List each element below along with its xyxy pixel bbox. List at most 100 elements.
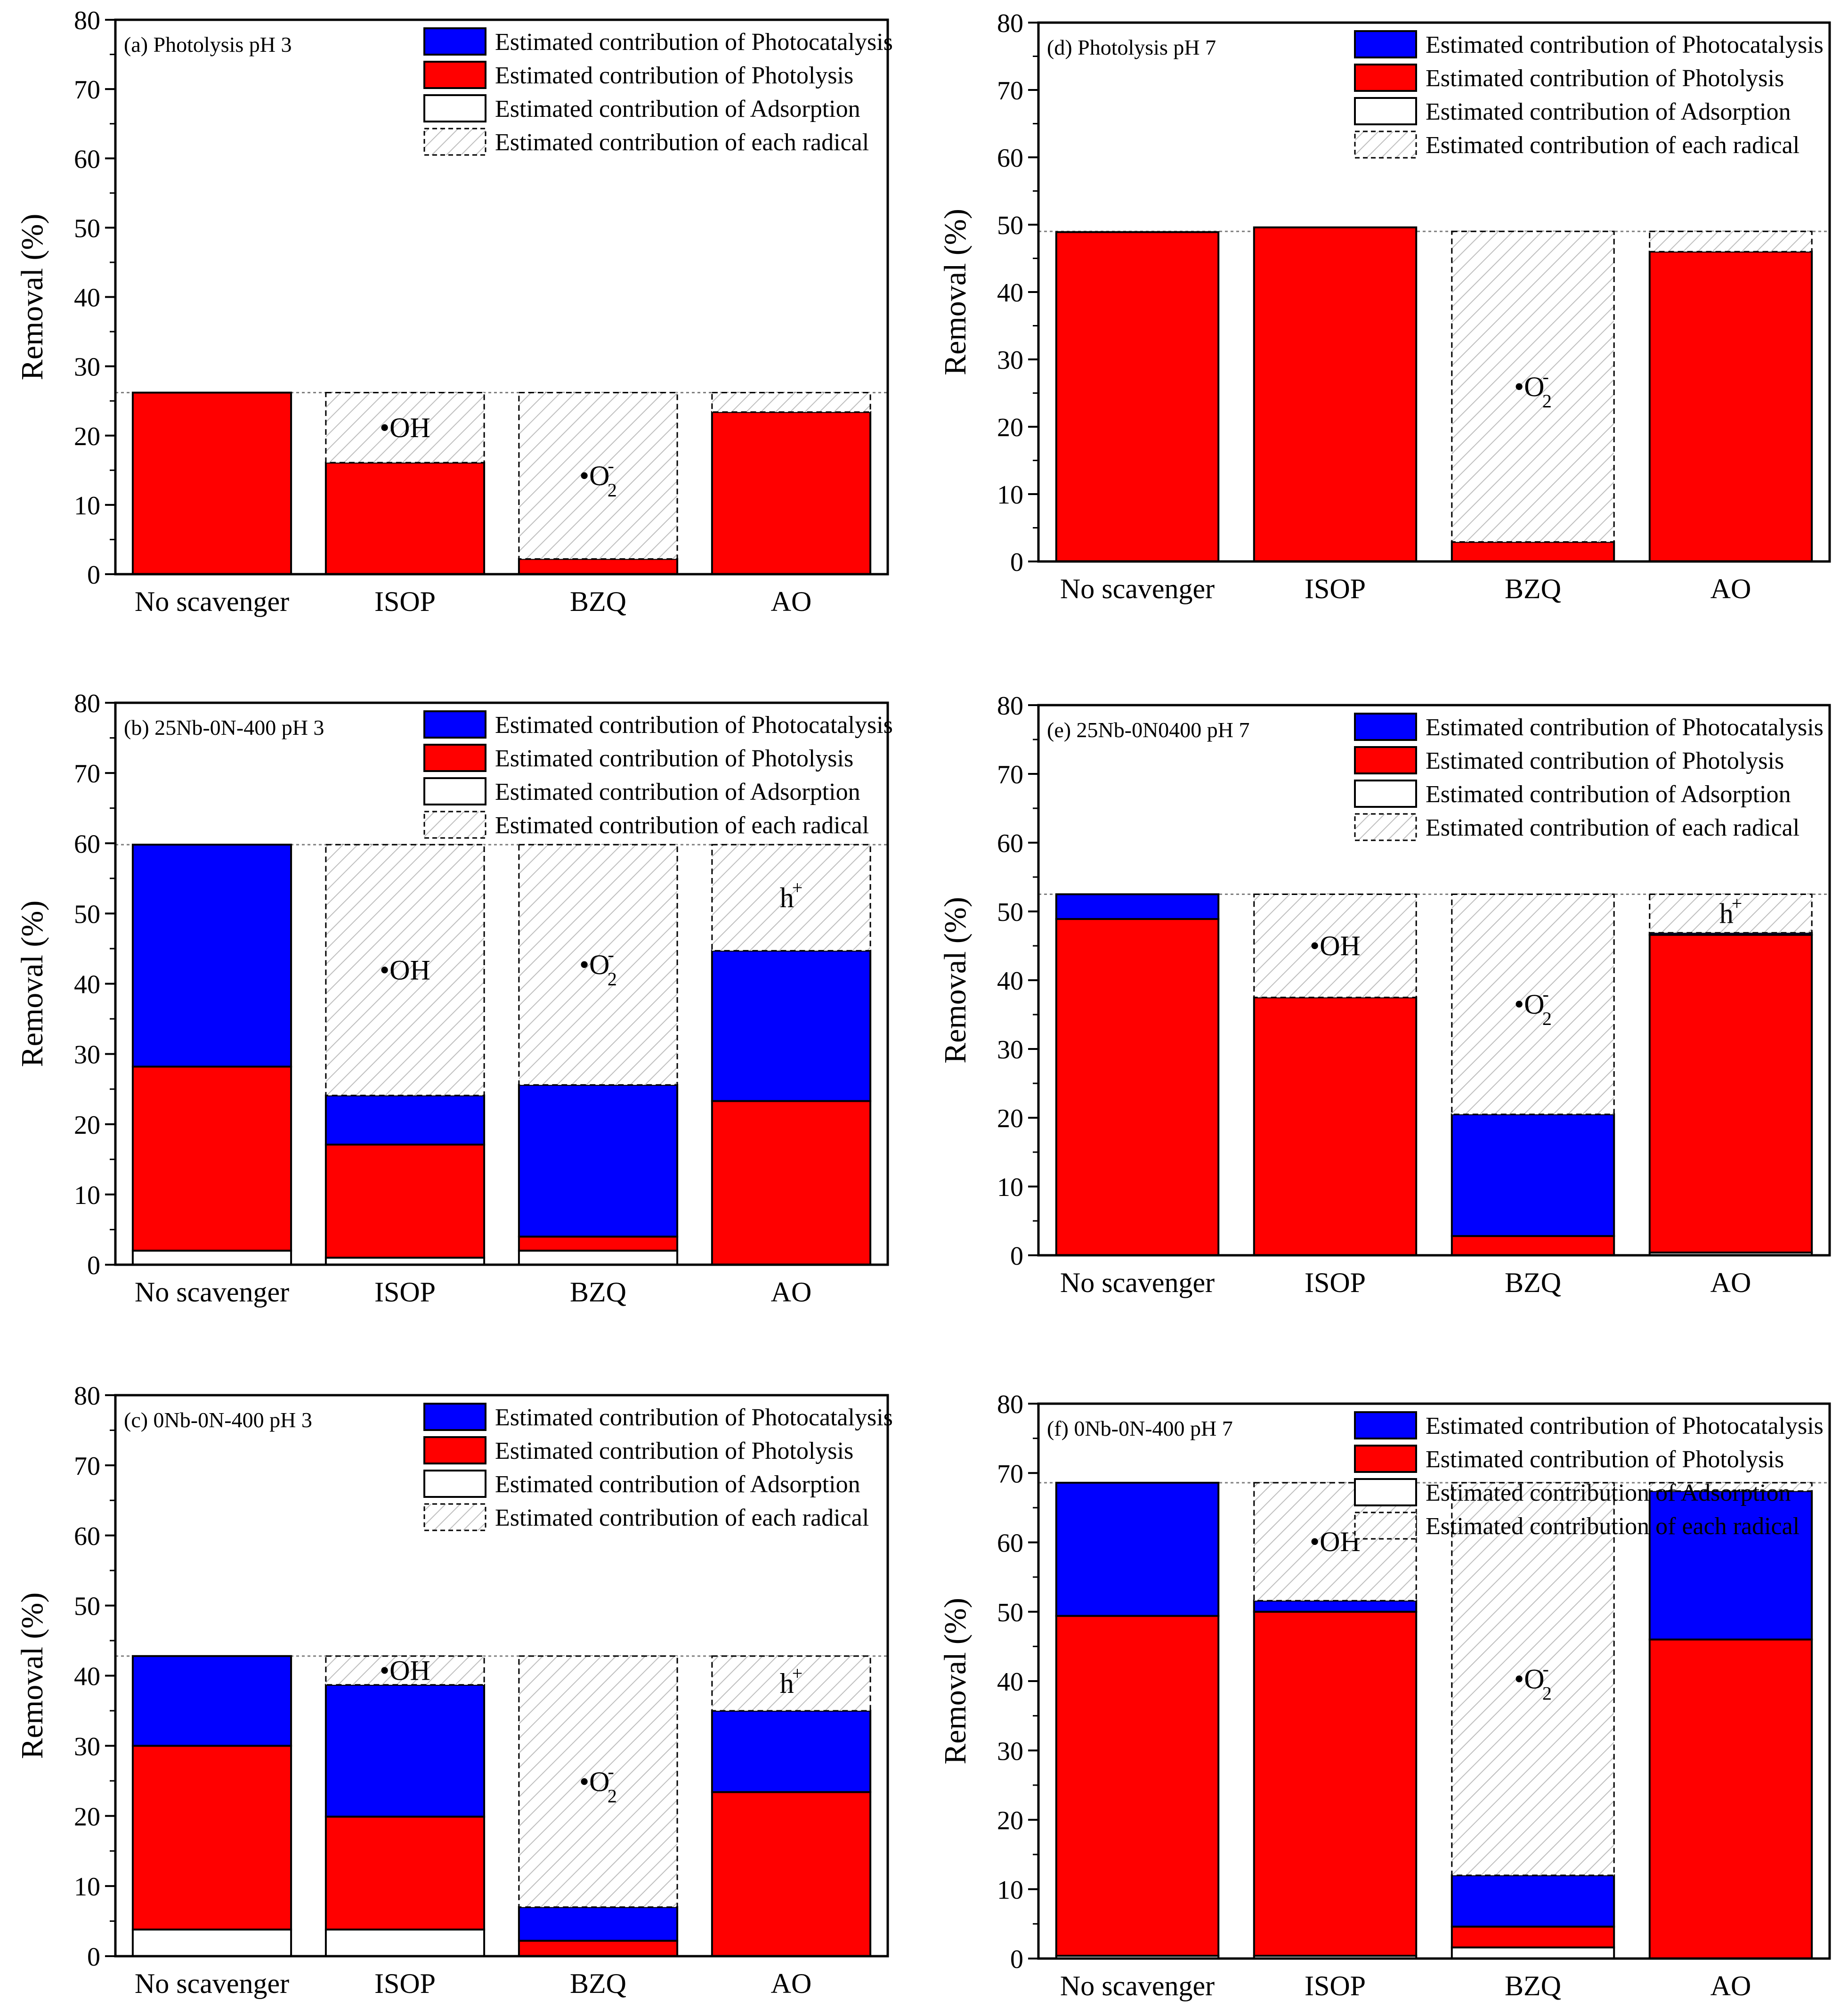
bar-segment-photocatalysis (1055, 1481, 1220, 1617)
bar-segment-photocatalysis (131, 844, 292, 1068)
radical-contribution-box (518, 392, 678, 560)
y-tick-label: 40 (74, 970, 100, 1000)
radical-label: •O-2 (1514, 984, 1552, 1029)
chart-panel: No scavenger ISOP •O-2 BZQ AO 0 10 20 30 40 50 60 70… (938, 9, 1831, 604)
bar-segment-photolysis (1451, 1926, 1615, 1949)
radical-label: •O-2 (1514, 1658, 1552, 1704)
y-tick-label: 30 (74, 353, 100, 382)
legend-label: Estimated contribution of Photocatalysis (1426, 1413, 1824, 1439)
bar-segment-photocatalysis (324, 1683, 486, 1818)
chart-panel: No scavenger •OH ISOP •O-2 BZQ h+ AO 0 10 20 30 40 5… (15, 1382, 893, 1999)
bar-segment-photolysis (711, 1791, 872, 1958)
bar-segment-photolysis (1253, 1610, 1418, 1957)
radical-label: •OH (1310, 930, 1361, 961)
bar-segment-photocatalysis (711, 1709, 872, 1793)
y-tick-label: 50 (997, 898, 1023, 927)
legend-swatch-photocatalysis (423, 27, 486, 56)
radical-contribution-box (325, 392, 485, 463)
y-axis-label: Removal (%) (938, 1598, 973, 1764)
y-tick-label: 80 (997, 691, 1023, 721)
radical-contribution-box (1451, 230, 1615, 543)
radical-contribution-box (1649, 894, 1813, 934)
y-tick-label: 70 (74, 75, 100, 105)
y-tick-label: 70 (74, 759, 100, 789)
x-tick-label: AO (771, 1968, 812, 1999)
legend-swatch-photolysis (423, 744, 486, 772)
bar-segment-photolysis (131, 1065, 292, 1252)
chart-panel: No scavenger •OH ISOP •O-2 BZQ h+ AO 0 10 20 30 40 5… (15, 689, 893, 1308)
bar-segment-photocatalysis (1253, 1600, 1418, 1613)
legend-swatch-radical (1354, 1512, 1417, 1540)
radical-contribution-box (518, 844, 678, 1086)
bar-segment-photolysis (1055, 231, 1220, 563)
bar-segment-photolysis (1648, 251, 1813, 562)
bar-segment-photolysis (1648, 1638, 1813, 1959)
bar-segment-photocatalysis (1451, 1113, 1615, 1237)
radical-contribution-box (1649, 230, 1813, 252)
radical-label: •O-2 (1514, 366, 1552, 412)
legend-swatch-photolysis (1354, 746, 1417, 774)
panel-title: (c) 0Nb-0N-400 pH 3 (124, 1408, 312, 1432)
radical-label: •OH (380, 1655, 430, 1686)
bar-segment-photolysis (711, 1100, 872, 1266)
legend-label: Estimated contribution of Adsorption (1426, 98, 1791, 125)
radical-contribution-box (518, 1655, 678, 1908)
y-tick-label: 50 (997, 211, 1023, 240)
radical-contribution-box (1649, 1482, 1813, 1492)
radical-label: h+ (780, 877, 803, 913)
bar-segment-photolysis (324, 462, 486, 575)
y-tick-label: 70 (997, 760, 1023, 789)
y-tick-label: 50 (74, 900, 100, 929)
bar-segment-photocatalysis (711, 950, 872, 1102)
bar-segment-adsorption (518, 1250, 679, 1266)
y-tick-label: 20 (74, 422, 100, 451)
radical-contribution-box (711, 1655, 871, 1712)
x-tick-label: AO (1710, 1267, 1751, 1298)
radical-label: •O-2 (579, 944, 617, 990)
legend-label: Estimated contribution of each radical (495, 812, 869, 839)
y-tick-label: 20 (74, 1111, 100, 1140)
y-tick-label: 80 (997, 9, 1023, 38)
legend-swatch-photocatalysis (1354, 713, 1417, 741)
panel-title: (d) Photolysis pH 7 (1047, 35, 1216, 59)
bar-segment-photocatalysis (1451, 1874, 1615, 1928)
legend-label: Estimated contribution of Adsorption (1426, 781, 1791, 808)
x-tick-label: No scavenger (1060, 573, 1215, 604)
x-tick-label: BZQ (1505, 573, 1561, 604)
y-tick-label: 50 (997, 1598, 1023, 1627)
y-tick-label: 40 (997, 278, 1023, 308)
bar-segment-photolysis (1451, 541, 1615, 563)
legend-swatch-photolysis (423, 1436, 486, 1464)
legend-swatch-photolysis (1354, 64, 1417, 92)
radical-contribution-box (711, 392, 871, 413)
radical-label: •O-2 (579, 455, 617, 501)
x-tick-label: BZQ (1505, 1970, 1561, 2001)
chart-panel: No scavenger •OH ISOP •O-2 BZQ AO 0 10 20 30 40 50 6… (938, 1390, 1831, 2001)
x-tick-label: AO (771, 1276, 812, 1308)
x-tick-label: No scavenger (135, 1968, 289, 1999)
y-tick-label: 10 (74, 1181, 100, 1210)
y-axis-label: Removal (%) (938, 209, 973, 375)
y-tick-label: 40 (74, 284, 100, 313)
x-tick-label: AO (771, 586, 812, 617)
y-tick-label: 0 (1010, 1242, 1023, 1271)
x-tick-label: No scavenger (135, 1276, 289, 1308)
legend-swatch-adsorption (423, 94, 486, 122)
legend-label: Estimated contribution of Photolysis (1426, 65, 1784, 92)
legend-label: Estimated contribution of each radical (1426, 814, 1799, 841)
radical-label: •OH (1310, 1526, 1361, 1557)
y-tick-label: 40 (997, 1667, 1023, 1697)
y-axis-label: Removal (%) (15, 214, 49, 381)
legend-label: Estimated contribution of Photolysis (1426, 748, 1784, 774)
bar-segment-photocatalysis (518, 1906, 679, 1942)
y-tick-label: 80 (74, 1382, 100, 1411)
panel-title: (f) 0Nb-0N-400 pH 7 (1047, 1416, 1233, 1440)
y-tick-label: 50 (74, 1592, 100, 1621)
y-tick-label: 20 (997, 1104, 1023, 1133)
y-tick-label: 0 (87, 1943, 100, 1972)
y-tick-label: 60 (997, 144, 1023, 173)
bar-segment-photocatalysis (518, 1084, 679, 1238)
y-tick-label: 80 (74, 6, 100, 35)
x-tick-label: BZQ (1505, 1267, 1561, 1298)
